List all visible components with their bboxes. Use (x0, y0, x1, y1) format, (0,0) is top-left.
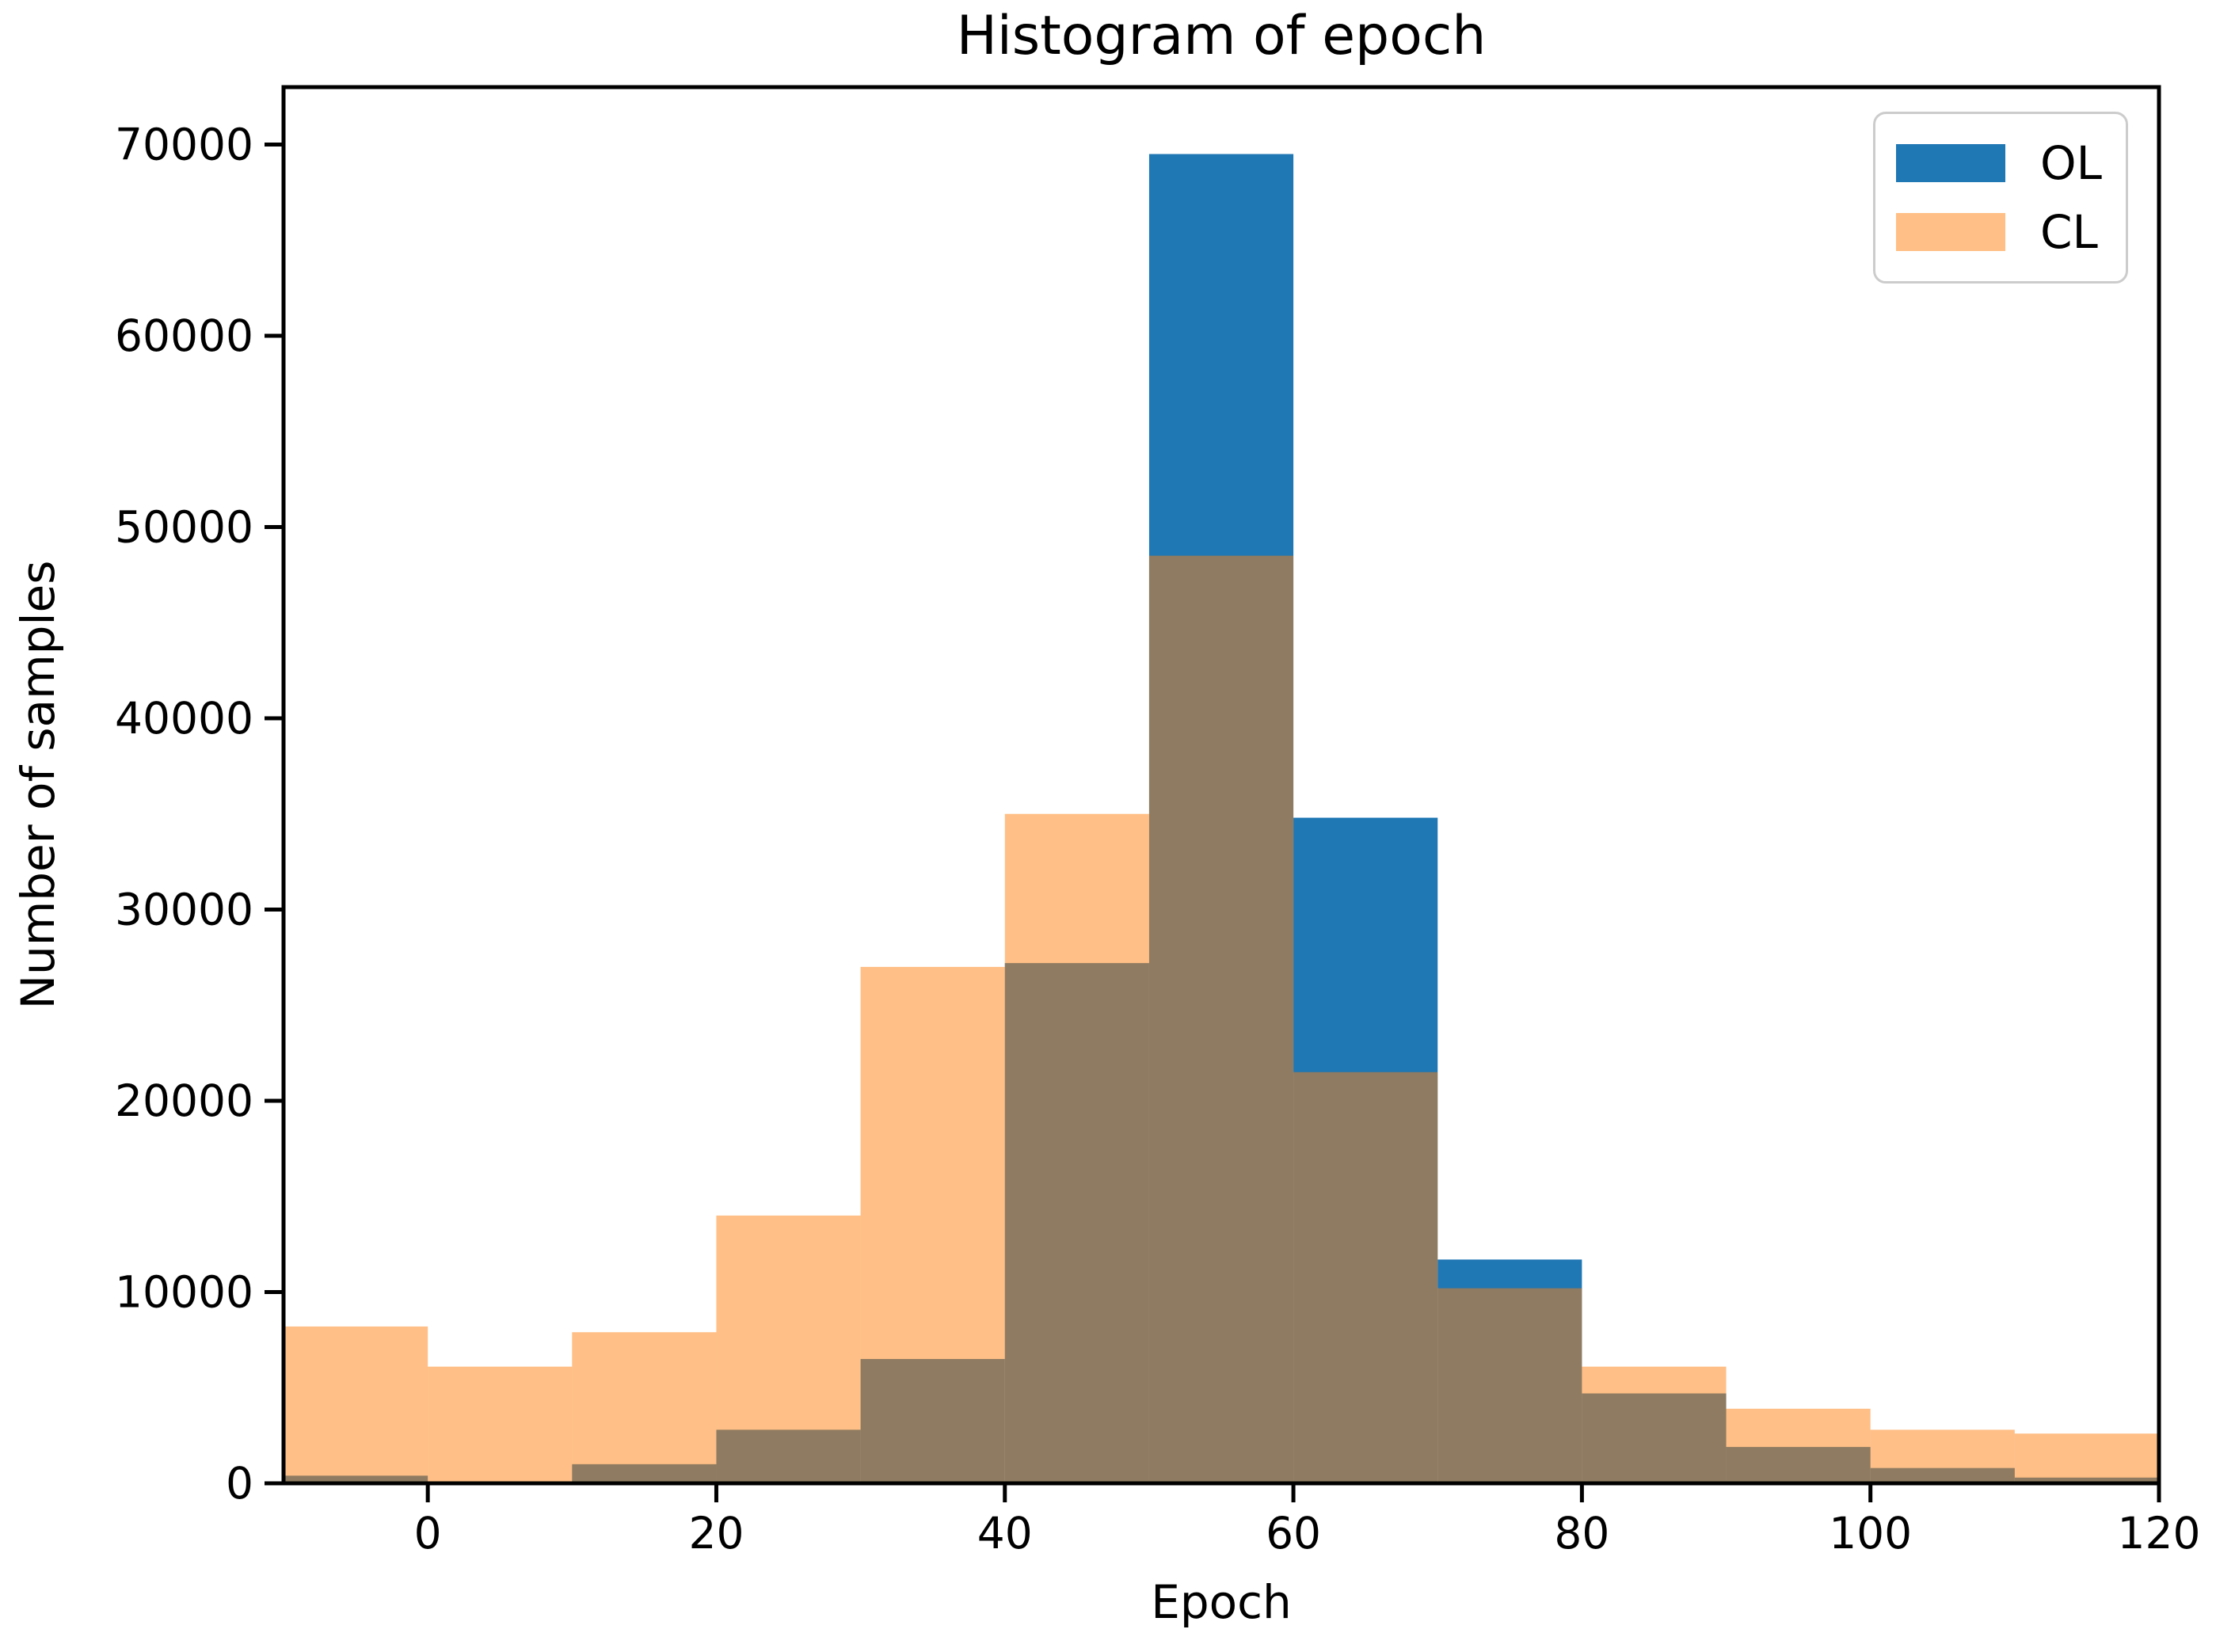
cl-histogram-bar (1870, 1429, 2015, 1483)
cl-histogram-bar (284, 1326, 428, 1483)
cl-histogram-bar (1004, 813, 1149, 1483)
cl-histogram-bar (1437, 1288, 1582, 1483)
cl-histogram-bar (1293, 1072, 1438, 1483)
x-tick-label: 80 (1554, 1508, 1609, 1559)
x-tick-label: 40 (977, 1508, 1033, 1559)
y-tick-label: 40000 (115, 693, 253, 744)
x-tick-label: 0 (414, 1508, 442, 1559)
x-axis-label: Epoch (1151, 1575, 1292, 1629)
x-tick-label: 120 (2118, 1508, 2201, 1559)
legend-swatch-ol (1896, 143, 2005, 182)
cl-histogram-bar (1726, 1408, 1871, 1483)
y-tick-label: 70000 (115, 119, 253, 169)
legend-label-cl: CL (2040, 205, 2098, 260)
x-tick-label: 60 (1266, 1508, 1321, 1559)
cl-histogram-bar (2014, 1433, 2159, 1483)
chart-title: Histogram of epoch (956, 5, 1487, 67)
y-tick-label: 30000 (115, 884, 253, 934)
cl-histogram-bar (1582, 1366, 1727, 1483)
y-tick-label: 0 (226, 1458, 253, 1509)
cl-histogram-bar (572, 1332, 717, 1483)
legend-swatch-cl (1896, 213, 2005, 252)
y-tick-label: 20000 (115, 1075, 253, 1126)
legend-entry-ol: OL (1896, 140, 2105, 186)
legend-label-ol: OL (2040, 135, 2102, 190)
cl-histogram-bar (428, 1366, 573, 1483)
y-tick-label: 50000 (115, 501, 253, 552)
cl-histogram-bar (860, 966, 1005, 1483)
y-tick-label: 10000 (115, 1266, 253, 1317)
legend: OL CL (1873, 112, 2128, 284)
x-tick-label: 20 (688, 1508, 744, 1559)
cl-histogram-bar (1148, 555, 1294, 1483)
cl-histogram-bar (716, 1215, 861, 1483)
y-tick-label: 60000 (115, 310, 253, 361)
x-tick-label: 100 (1829, 1508, 1912, 1559)
axes-spines (281, 85, 2161, 1486)
legend-entry-cl: CL (1896, 209, 2105, 255)
